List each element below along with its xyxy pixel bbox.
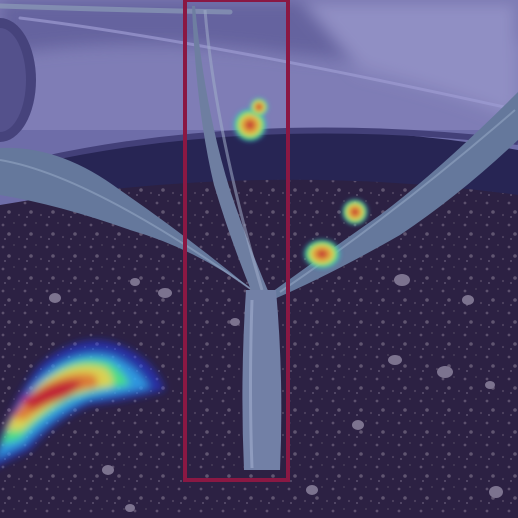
left-leaf (0, 147, 262, 298)
detection-box (183, 0, 290, 482)
heatmap-hotspot-left (0, 340, 165, 465)
heatmap-hotspot-upper (232, 97, 269, 143)
background-stems (0, 3, 518, 112)
pot (30, 127, 518, 215)
heatmap-hotspot-right-upper (341, 198, 369, 226)
central-leaf (192, 6, 272, 300)
neighbour-pot (0, 18, 36, 142)
attention-heatmap (0, 97, 369, 465)
heatmap-hotspot-right-lower (302, 238, 342, 270)
